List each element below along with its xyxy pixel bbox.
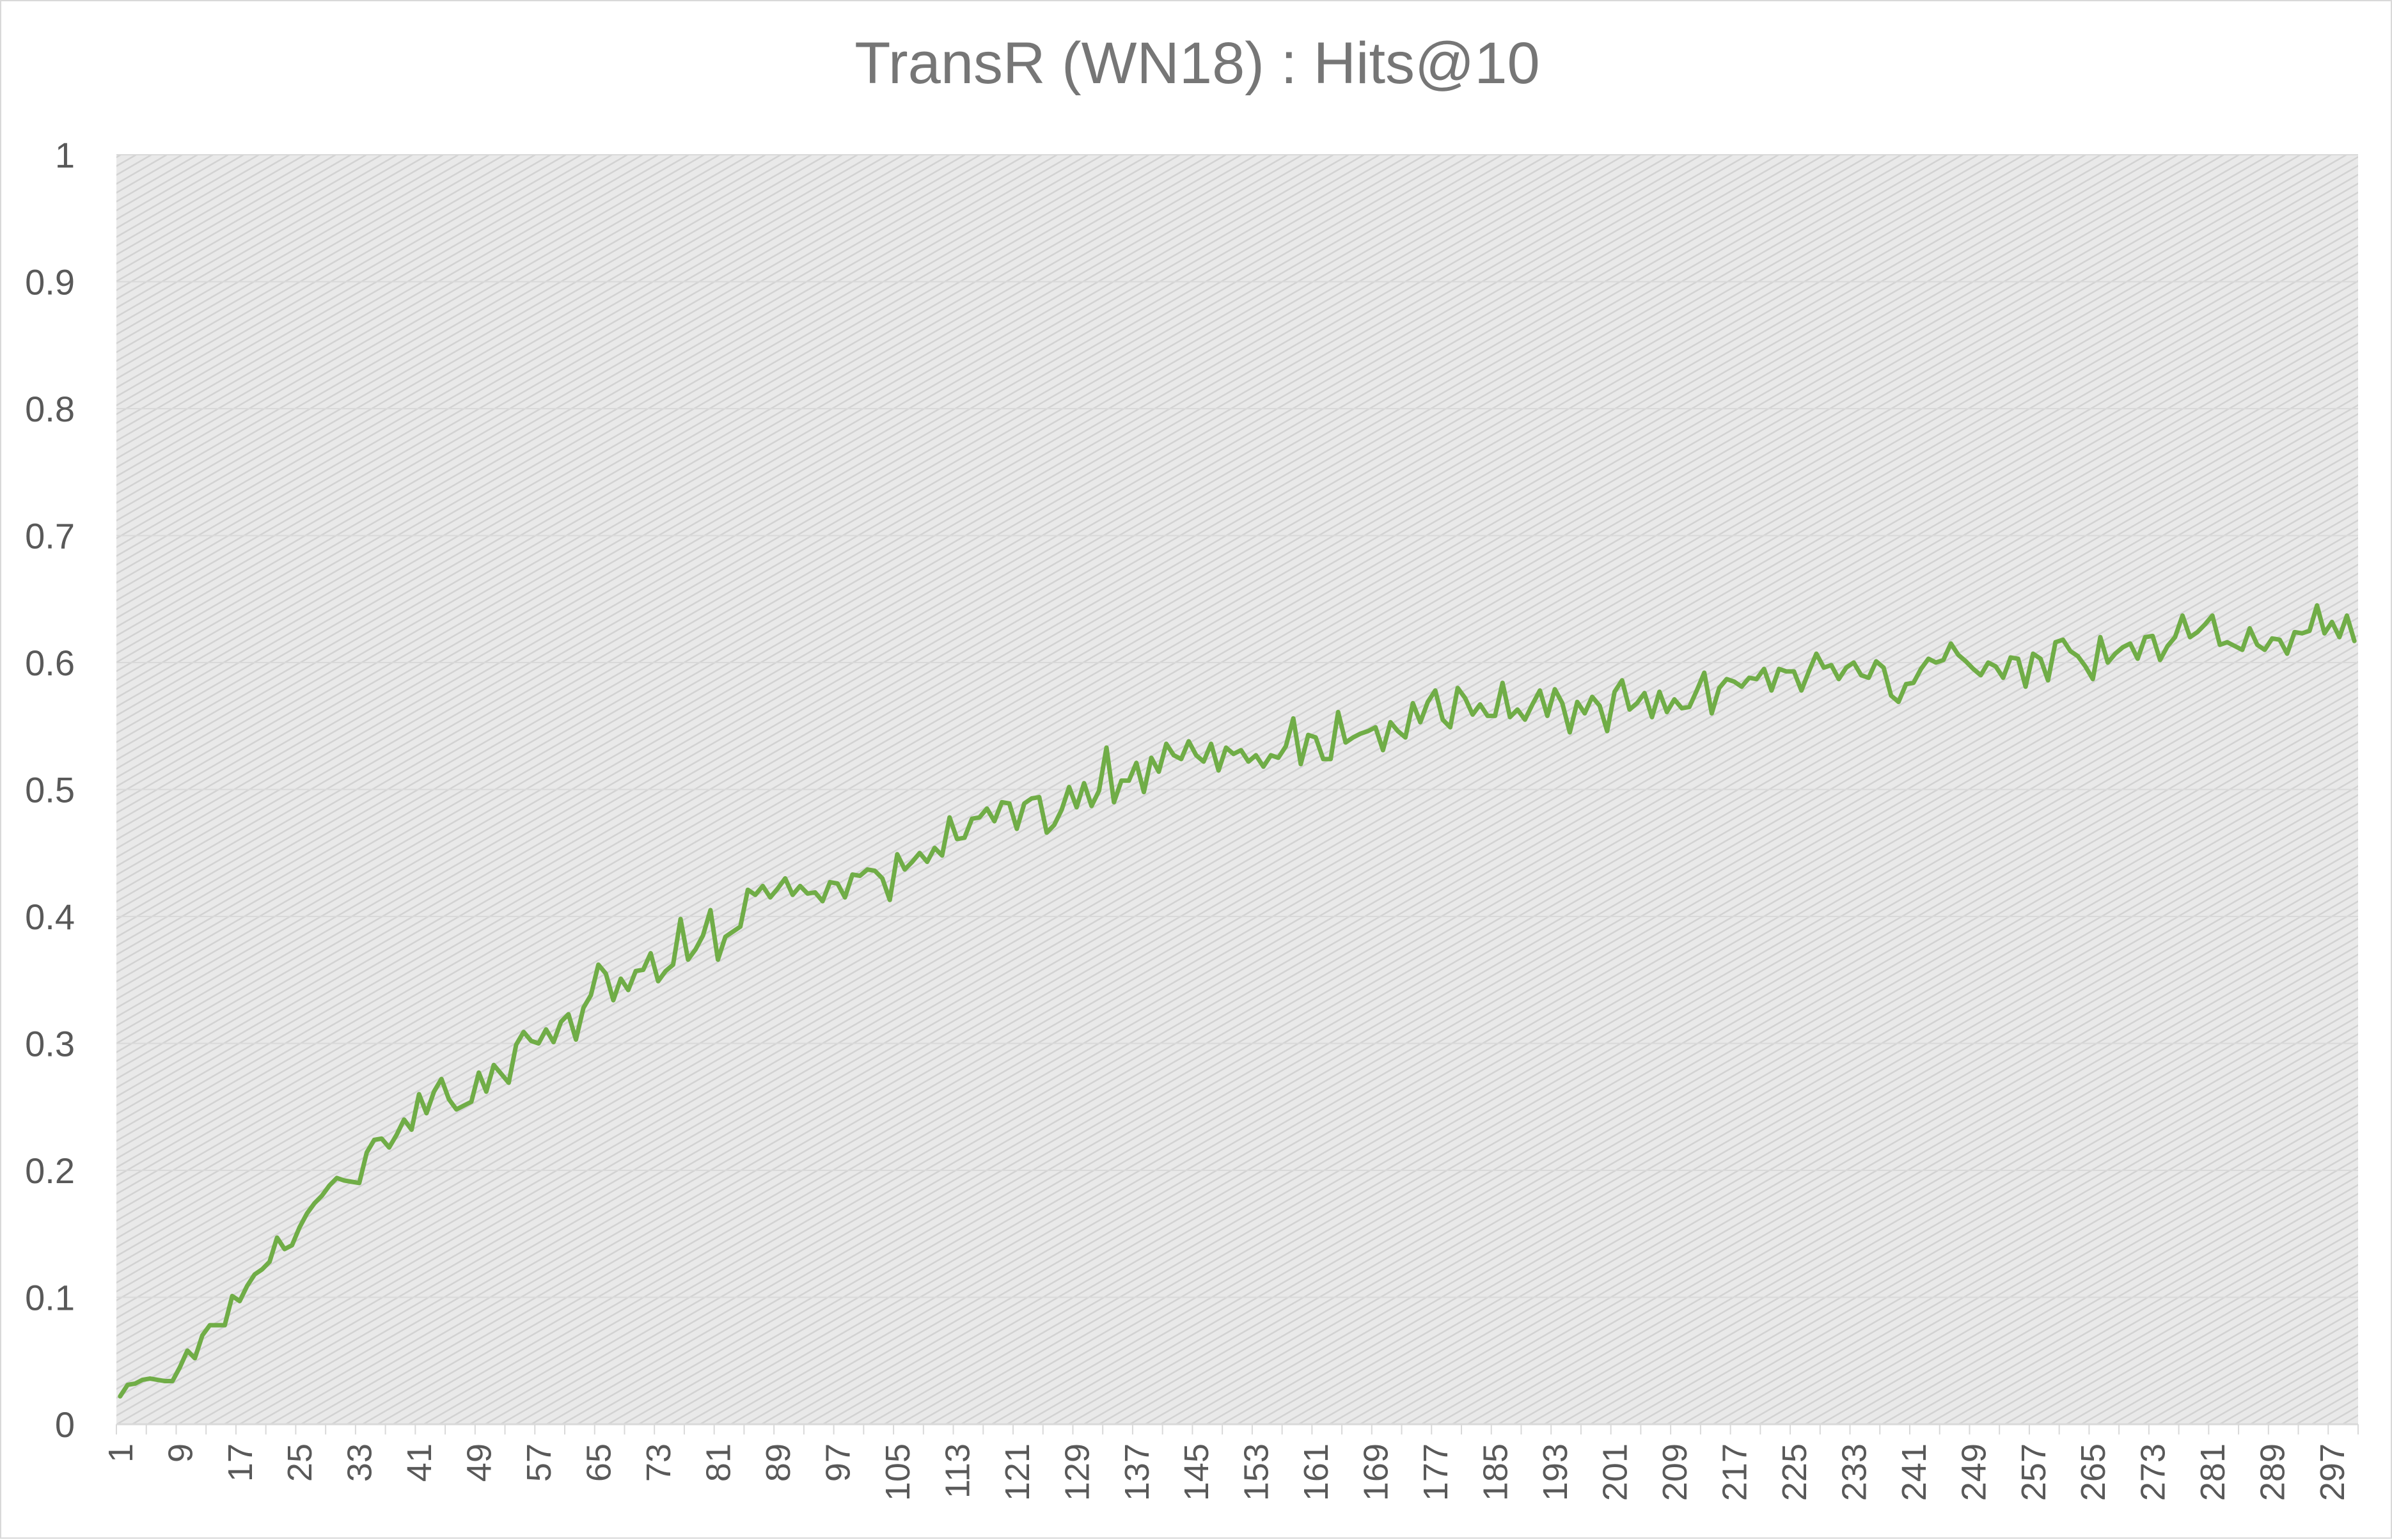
y-tick-label: 0.9 xyxy=(25,262,75,302)
x-tick-label: 177 xyxy=(1417,1443,1455,1501)
x-tick-label: 81 xyxy=(700,1443,738,1482)
y-tick-label: 1 xyxy=(55,135,75,175)
x-tick-label: 89 xyxy=(759,1443,798,1482)
x-tick-label: 137 xyxy=(1118,1443,1156,1501)
x-tick-label: 297 xyxy=(2313,1443,2352,1501)
x-tick-label: 49 xyxy=(460,1443,499,1482)
x-tick-label: 185 xyxy=(1477,1443,1515,1501)
y-tick-label: 0 xyxy=(55,1404,75,1445)
x-tick-label: 57 xyxy=(520,1443,558,1482)
y-tick-label: 0.4 xyxy=(25,897,75,937)
gridlines xyxy=(116,154,2358,1298)
x-tick-label: 41 xyxy=(400,1443,439,1482)
x-tick-label: 217 xyxy=(1715,1443,1754,1501)
x-tick-label: 121 xyxy=(998,1443,1037,1501)
y-tick-label: 0.2 xyxy=(25,1151,75,1191)
x-tick-label: 241 xyxy=(1895,1443,1933,1501)
x-tick-label: 201 xyxy=(1596,1443,1635,1501)
y-tick-label: 0.1 xyxy=(25,1278,75,1318)
x-tick-label: 209 xyxy=(1656,1443,1694,1501)
x-tick-label: 233 xyxy=(1835,1443,1873,1501)
x-tick-label: 17 xyxy=(221,1443,260,1482)
x-tick-label: 105 xyxy=(879,1443,917,1501)
x-tick-label: 169 xyxy=(1357,1443,1396,1501)
x-tick-label: 97 xyxy=(819,1443,857,1482)
y-tick-label: 0.5 xyxy=(25,770,75,810)
x-tick-label: 1 xyxy=(102,1443,140,1463)
series-layer xyxy=(118,603,2357,1399)
x-tick-label: 281 xyxy=(2194,1443,2232,1501)
x-tick-label: 65 xyxy=(580,1443,618,1482)
x-tick-label: 129 xyxy=(1058,1443,1096,1501)
x-tick-label: 73 xyxy=(640,1443,678,1482)
x-tick-label: 289 xyxy=(2254,1443,2292,1501)
y-tick-label: 0.3 xyxy=(25,1024,75,1064)
x-tick-label: 113 xyxy=(938,1443,977,1498)
x-tick-label: 225 xyxy=(1775,1443,1814,1501)
x-axis-labels: 1 9 17 25 33 41 49 57 65 73 81 89 97 105 113 121 129 137 1… xyxy=(102,1443,2352,1501)
chart-title: TransR (WN18) : Hits@10 xyxy=(854,31,1539,96)
x-tick-label: 9 xyxy=(161,1443,200,1463)
x-tick-label: 33 xyxy=(341,1443,379,1482)
x-tick-label: 153 xyxy=(1238,1443,1276,1501)
x-tick-label: 25 xyxy=(281,1443,319,1482)
x-tick-label: 273 xyxy=(2134,1443,2173,1501)
x-tick-label: 257 xyxy=(2015,1443,2053,1501)
series-line xyxy=(118,603,2357,1399)
y-tick-label: 0.7 xyxy=(25,516,75,556)
x-tick-label: 161 xyxy=(1297,1443,1335,1501)
x-tick-label: 145 xyxy=(1177,1443,1216,1501)
y-tick-label: 0.6 xyxy=(25,643,75,683)
y-tick-label: 0.8 xyxy=(25,389,75,429)
x-tick-label: 193 xyxy=(1536,1443,1575,1501)
x-tick-label: 249 xyxy=(1955,1443,1993,1501)
x-tick-label: 265 xyxy=(2074,1443,2113,1501)
y-axis-labels: 0 0.1 0.2 0.3 0.4 0.5 0.6 0.7 0.8 0.9 1 xyxy=(25,135,75,1445)
x-axis-ticks xyxy=(116,1424,2359,1434)
